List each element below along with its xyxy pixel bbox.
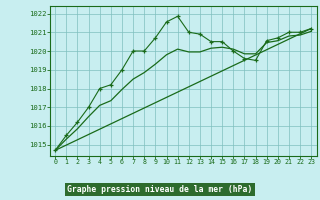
Text: Graphe pression niveau de la mer (hPa): Graphe pression niveau de la mer (hPa) (68, 185, 252, 194)
